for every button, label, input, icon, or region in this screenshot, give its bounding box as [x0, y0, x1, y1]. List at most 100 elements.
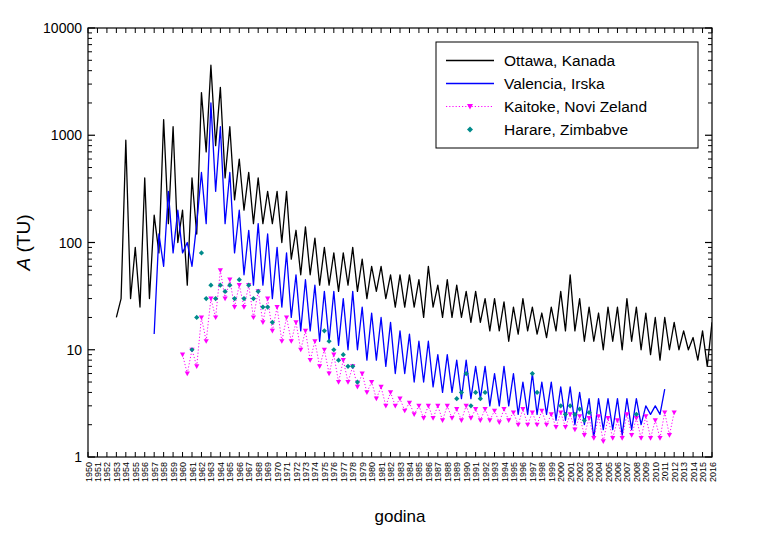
series-marker [336, 380, 341, 385]
y-minor-tick [88, 424, 92, 425]
series-marker [341, 358, 346, 363]
series-line [183, 270, 675, 441]
x-tick-top [305, 28, 306, 33]
x-tick [343, 452, 344, 457]
series-marker [241, 296, 246, 301]
x-tick [201, 452, 202, 457]
series-marker [194, 364, 199, 369]
series-marker [563, 412, 568, 417]
x-tick-top [333, 28, 334, 33]
series-marker [251, 296, 256, 301]
y-minor-tick [88, 145, 92, 146]
x-tick-top [437, 28, 438, 33]
y-minor-tick-right [708, 424, 712, 425]
series-marker [241, 305, 246, 310]
series-marker [464, 404, 469, 409]
x-tick-top [106, 28, 107, 33]
series-marker [350, 364, 355, 369]
series-marker [369, 380, 374, 385]
x-tick [106, 452, 107, 457]
x-tick-top [702, 28, 703, 33]
series-marker [421, 416, 426, 421]
x-tick-top [314, 28, 315, 33]
series-marker [549, 412, 554, 417]
x-tick [144, 452, 145, 457]
x-tick [551, 452, 552, 457]
x-tick [314, 452, 315, 457]
series-marker [577, 406, 582, 411]
series-marker [539, 409, 544, 414]
x-tick [135, 452, 136, 457]
x-tick-top [522, 28, 523, 33]
series-marker [341, 352, 346, 357]
x-tick [267, 452, 268, 457]
series-marker [308, 358, 313, 363]
series-marker [454, 407, 459, 412]
y-tick [88, 135, 95, 136]
x-tick [655, 452, 656, 457]
series-marker [568, 412, 573, 417]
y-minor-tick-right [708, 191, 712, 192]
series-marker [256, 289, 261, 294]
x-tick-top [220, 28, 221, 33]
series-marker [449, 416, 454, 421]
background [0, 0, 770, 540]
x-tick-top [475, 28, 476, 33]
x-tick [116, 452, 117, 457]
y-minor-tick-right [708, 405, 712, 406]
x-tick-top [626, 28, 627, 33]
series-marker [643, 414, 648, 419]
series-marker [492, 409, 497, 414]
series-marker [572, 412, 577, 417]
legend-box [436, 42, 698, 148]
y-minor-tick-right [708, 44, 712, 45]
x-tick [390, 452, 391, 457]
y-tick-right [705, 27, 712, 28]
x-tick-top [456, 28, 457, 33]
x-tick-top [447, 28, 448, 33]
x-tick [333, 452, 334, 457]
series-marker [227, 283, 232, 288]
y-minor-tick-right [708, 274, 712, 275]
series-marker [194, 315, 199, 320]
y-minor-tick-right [708, 167, 712, 168]
x-tick [428, 452, 429, 457]
series-marker [251, 315, 256, 320]
y-tick-right [705, 135, 712, 136]
x-tick-top [636, 28, 637, 33]
series-marker [586, 410, 591, 415]
series-marker [582, 433, 587, 438]
series-marker [270, 329, 275, 334]
x-tick [645, 452, 646, 457]
y-minor-tick [88, 44, 92, 45]
x-axis-label: godina [374, 507, 426, 526]
series-marker [605, 416, 610, 421]
x-tick-top [144, 28, 145, 33]
x-tick [475, 452, 476, 457]
series-marker [648, 436, 653, 441]
series-marker [511, 410, 516, 415]
series-marker [208, 283, 213, 288]
series-marker [440, 418, 445, 423]
y-minor-tick-right [708, 210, 712, 211]
x-tick-top [125, 28, 126, 33]
y-minor-tick-right [708, 159, 712, 160]
chart: 1101001000100001950195119521953195419551… [0, 0, 770, 540]
legend-label: Valencia, Irska [504, 75, 605, 92]
x-tick [239, 452, 240, 457]
series-marker [624, 412, 629, 417]
y-minor-tick [88, 60, 92, 61]
y-tick [88, 456, 95, 457]
series-marker [497, 420, 502, 425]
series-marker [222, 296, 227, 301]
y-minor-tick-right [708, 382, 712, 383]
y-tick [88, 27, 95, 28]
y-minor-tick-right [708, 51, 712, 52]
y-minor-tick-right [708, 84, 712, 85]
x-tick-top [551, 28, 552, 33]
series-marker [185, 371, 190, 376]
x-tick [466, 452, 467, 457]
y-minor-tick-right [708, 145, 712, 146]
x-tick-top [712, 28, 713, 33]
x-tick-top [513, 28, 514, 33]
